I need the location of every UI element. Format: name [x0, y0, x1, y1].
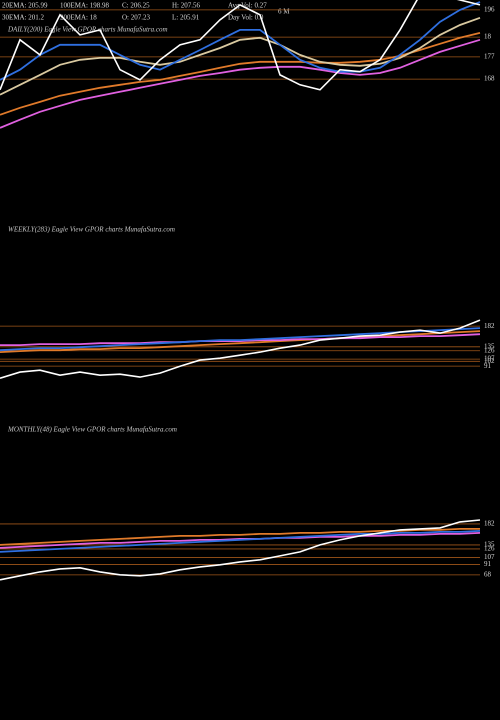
panel-title: MONTHLY(48) Eagle View GPOR charts Munaf… — [7, 426, 177, 434]
y-tick-label: 177 — [484, 52, 495, 60]
y-tick-label: 102 — [484, 357, 495, 365]
y-tick-label: 107 — [484, 355, 495, 363]
header-stat: Day Vol: 0.0 — [228, 14, 264, 22]
plot-area — [0, 0, 481, 129]
header-stat: 100EMA: 198.98 — [60, 2, 110, 10]
price-line — [0, 330, 481, 353]
header-stat: 20EMA: 205.99 — [2, 2, 48, 10]
y-tick-label: 107 — [484, 553, 495, 561]
y-tick-label: 126 — [484, 545, 495, 553]
panel-title: DAILY(200) Eagle View GPOR charts Munafa… — [7, 26, 168, 34]
price-line — [0, 319, 481, 379]
header-stat: H: 207.56 — [172, 2, 201, 10]
y-tick-label: 91 — [484, 362, 492, 370]
y-tick-label: 135 — [484, 342, 495, 350]
y-tick-label: 68 — [484, 570, 492, 578]
header-stat: 6 M — [278, 8, 290, 16]
plot-area — [0, 319, 481, 379]
plot-area — [0, 519, 481, 581]
y-tick-label: 18 — [484, 33, 492, 41]
price-line — [0, 530, 481, 553]
y-tick-label: 196 — [484, 6, 495, 14]
y-tick-label: 91 — [484, 560, 492, 568]
price-line — [0, 0, 481, 91]
header-stat: Avg Vol: 0.27 — [228, 2, 267, 10]
price-line — [0, 333, 481, 346]
y-tick-label: 135 — [484, 541, 495, 549]
header-stat: L: 205.91 — [172, 14, 200, 22]
price-line — [0, 16, 481, 96]
header-stat: 200EMA: 18 — [60, 14, 97, 22]
price-line — [0, 38, 481, 129]
y-tick-label: 126 — [484, 346, 495, 354]
y-tick-label: 182 — [484, 322, 495, 330]
y-tick-label: 168 — [484, 75, 495, 83]
price-line — [0, 528, 480, 546]
header-stat: C: 206.25 — [122, 2, 150, 10]
y-tick-label: 182 — [484, 520, 495, 528]
price-line — [0, 532, 481, 549]
panel-title: WEEKLY(283) Eagle View GPOR charts Munaf… — [8, 226, 175, 234]
header-stat: O: 207.23 — [122, 14, 151, 22]
header-stat: 30EMA: 201.2 — [2, 14, 45, 22]
price-line — [0, 519, 481, 581]
price-line — [0, 1, 481, 81]
